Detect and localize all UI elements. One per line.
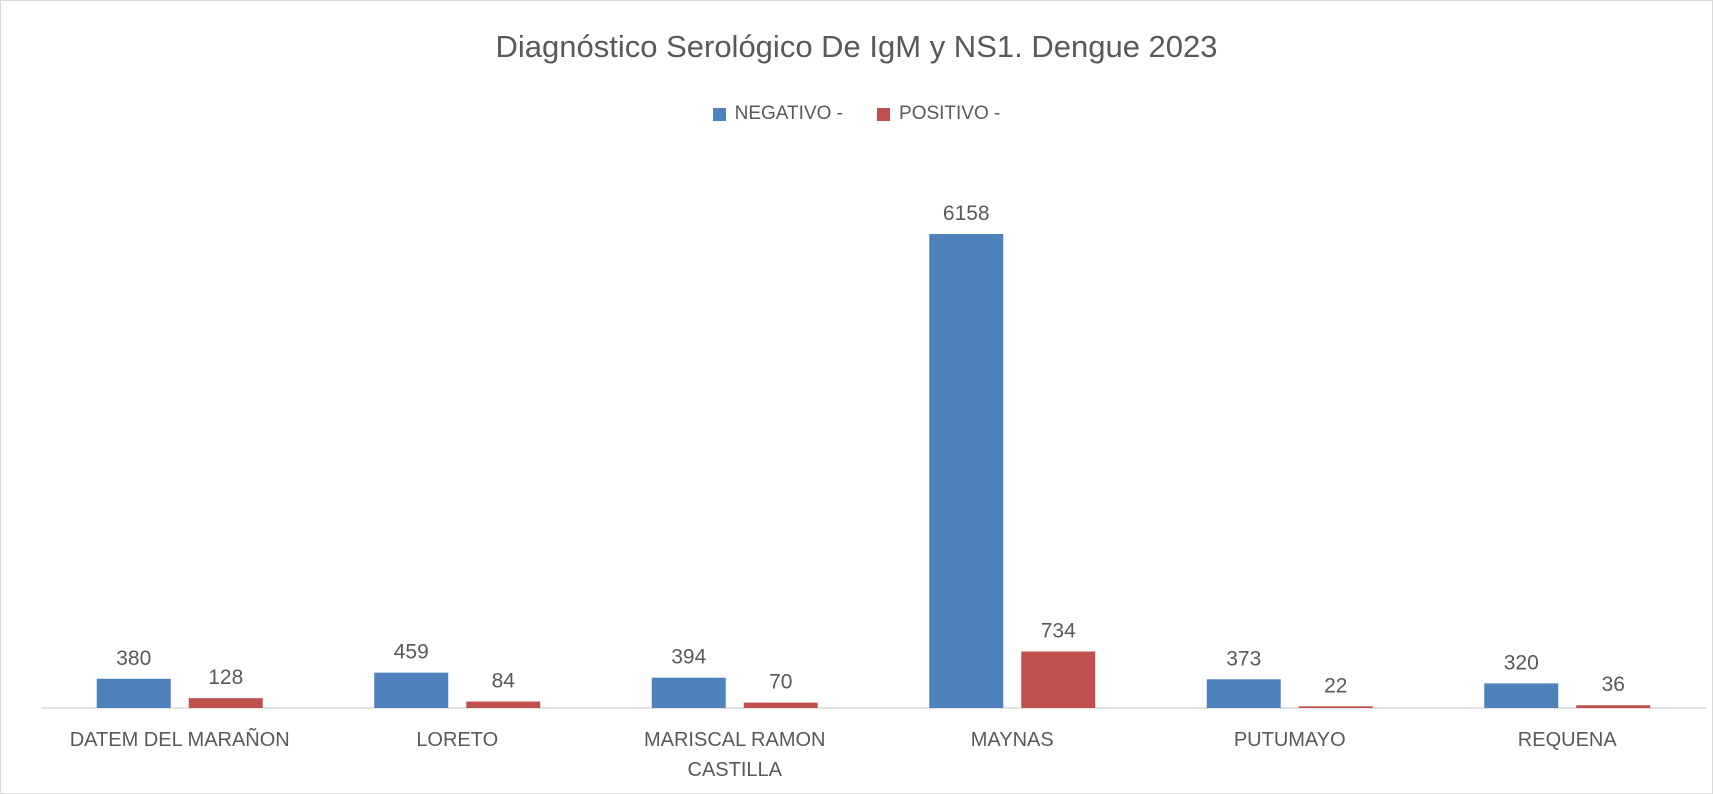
bar — [929, 234, 1004, 708]
bar — [651, 677, 726, 708]
bar — [1298, 706, 1373, 708]
bar — [374, 672, 449, 708]
bar — [743, 702, 818, 708]
data-label: 459 — [394, 641, 429, 664]
data-label: 373 — [1226, 647, 1261, 670]
bar — [96, 678, 171, 708]
x-tick-label: MAYNAS — [970, 729, 1054, 751]
bar — [188, 698, 263, 708]
x-tick-label: DATEM DEL MARAÑON — [69, 729, 290, 751]
data-label: 394 — [671, 646, 706, 669]
bar — [466, 701, 541, 708]
legend-label: POSITIVO - — [899, 103, 1001, 124]
bar — [1576, 705, 1651, 708]
data-label: 320 — [1504, 651, 1539, 674]
x-tick-label: REQUENA — [1517, 729, 1617, 751]
legend-label: NEGATIVO - — [734, 103, 844, 124]
legend-item: POSITIVO - — [877, 103, 1000, 125]
bar — [1021, 651, 1096, 708]
legend-swatch — [877, 107, 891, 121]
x-tick-label: LORETO — [416, 729, 499, 751]
data-label: 6158 — [943, 202, 990, 225]
legend-item: NEGATIVO - — [712, 103, 844, 125]
data-label: 84 — [492, 670, 516, 693]
data-label: 734 — [1041, 620, 1076, 643]
legend-swatch — [712, 107, 726, 121]
data-label: 70 — [769, 671, 792, 694]
bar — [1484, 683, 1559, 708]
chart-title: Diagnóstico Serológico De IgM y NS1. Den… — [495, 29, 1218, 64]
data-label: 36 — [1602, 673, 1625, 696]
data-label: 22 — [1324, 674, 1347, 697]
data-label: 128 — [208, 666, 243, 689]
x-tick-label: MARISCAL RAMON CASTILLA — [643, 729, 826, 781]
legend: NEGATIVO - POSITIVO - — [1, 103, 1712, 125]
data-label: 380 — [116, 647, 151, 670]
bar — [1206, 679, 1281, 708]
x-tick-label: PUTUMAYO — [1233, 729, 1346, 751]
